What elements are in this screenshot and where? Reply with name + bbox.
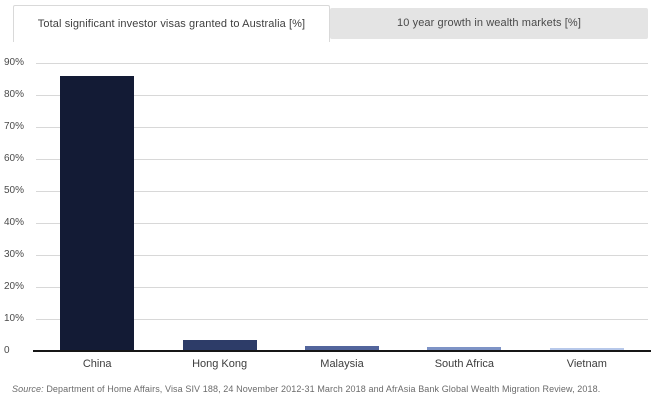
source-label: Source: — [12, 384, 44, 394]
bar-hong-kong — [182, 339, 257, 351]
bar-china — [60, 75, 135, 351]
y-tick-label: 30% — [4, 249, 25, 260]
y-tick-label: 10% — [4, 313, 25, 324]
gridline — [36, 287, 648, 288]
bar-vietnam — [549, 347, 624, 351]
x-axis-label-hong-kong: Hong Kong — [192, 358, 248, 370]
x-axis-label-vietnam: Vietnam — [566, 358, 607, 370]
y-tick-label: 80% — [4, 89, 25, 100]
x-axis-label-malaysia: Malaysia — [320, 358, 364, 370]
gridline — [36, 319, 648, 320]
x-axis-line — [33, 350, 651, 352]
bar-south-africa — [427, 346, 502, 351]
bar-chart: 90% 80% 70% 60% 50% 40% 30% 20% 10% 0 China Hong K… — [0, 45, 660, 380]
gridline — [36, 191, 648, 192]
tab-wealth-growth[interactable]: 10 year growth in wealth markets [%] — [330, 8, 648, 39]
gridline — [36, 159, 648, 160]
y-tick-label: 0 — [4, 345, 10, 356]
y-tick-label: 40% — [4, 217, 25, 228]
x-axis-label-china: China — [82, 358, 112, 370]
tab-bar: Total significant investor visas granted… — [0, 0, 660, 42]
y-tick-label: 50% — [4, 185, 25, 196]
source-note: Source: Department of Home Affairs, Visa… — [12, 384, 652, 394]
gridline — [36, 255, 648, 256]
x-axis-label-south-africa: South Africa — [434, 358, 495, 370]
y-tick-label: 20% — [4, 281, 25, 292]
gridline — [36, 95, 648, 96]
y-tick-label: 90% — [4, 57, 25, 68]
gridline — [36, 223, 648, 224]
tab-investor-visas[interactable]: Total significant investor visas granted… — [13, 5, 330, 42]
gridline — [36, 63, 648, 64]
gridline — [36, 127, 648, 128]
bar-malaysia — [305, 345, 379, 351]
y-tick-label: 60% — [4, 153, 25, 164]
y-tick-label: 70% — [4, 121, 25, 132]
source-text: Department of Home Affairs, Visa SIV 188… — [46, 384, 601, 394]
